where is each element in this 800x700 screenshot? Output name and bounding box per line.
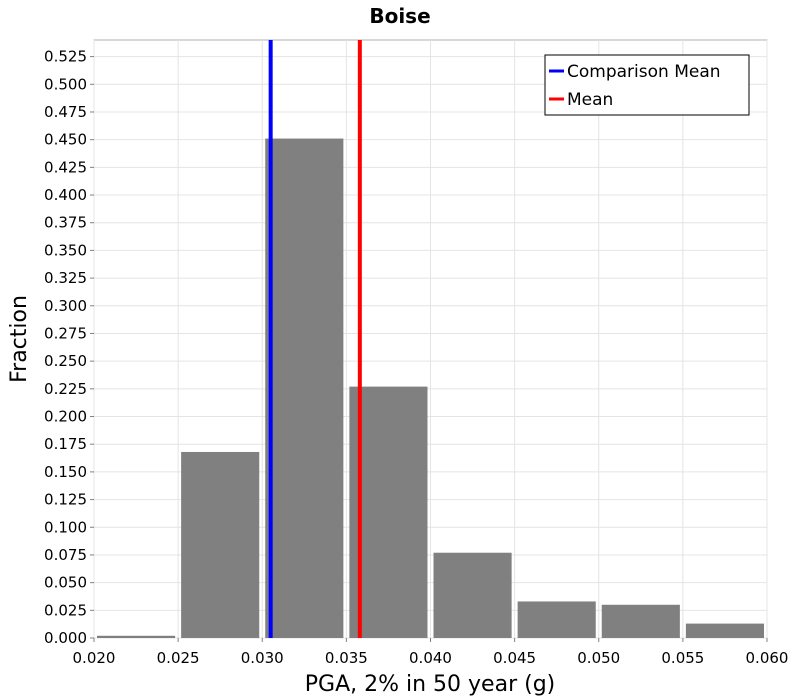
- bar-6: [601, 604, 680, 638]
- x-tick-label-2: 0.030: [241, 649, 284, 667]
- bar-3: [349, 386, 428, 638]
- y-tick-label-20: 0.500: [44, 75, 87, 93]
- x-tick-label-1: 0.025: [157, 649, 200, 667]
- y-tick-label-8: 0.200: [44, 408, 87, 426]
- x-tick-label-0: 0.020: [73, 649, 116, 667]
- histogram-bars: [97, 138, 764, 638]
- y-tick-label-5: 0.125: [44, 491, 87, 509]
- y-tick-label-1: 0.025: [44, 601, 87, 619]
- y-tick-label-13: 0.325: [44, 269, 87, 287]
- bar-0: [97, 635, 176, 638]
- legend-label-comparison-mean: Comparison Mean: [567, 62, 721, 82]
- y-tick-label-12: 0.300: [44, 297, 87, 315]
- y-tick-label-15: 0.375: [44, 214, 87, 232]
- y-tick-label-0: 0.000: [44, 629, 87, 647]
- y-tick-label-10: 0.250: [44, 352, 87, 370]
- bar-7: [685, 623, 764, 638]
- chart-title: Boise: [369, 4, 430, 28]
- bar-5: [517, 601, 596, 638]
- x-axis-label: PGA, 2% in 50 year (g): [305, 672, 556, 697]
- x-tick-label-7: 0.055: [661, 649, 704, 667]
- mean-lines: [268, 40, 362, 638]
- bar-2: [265, 138, 344, 638]
- y-tick-label-7: 0.175: [44, 435, 87, 453]
- x-axis: 0.020 0.025 0.030 0.035 0.040 0.045 0.050 0.055…: [73, 638, 789, 667]
- y-axis: 0.000 0.025 0.050 0.075 0.100 0.125 0.150 0.175…: [44, 48, 94, 647]
- bar-4: [433, 552, 512, 638]
- y-tick-label-3: 0.075: [44, 546, 87, 564]
- y-axis-label: Fraction: [7, 295, 32, 383]
- y-tick-label-11: 0.275: [44, 324, 87, 342]
- y-tick-label-21: 0.525: [44, 48, 87, 66]
- y-tick-label-4: 0.100: [44, 518, 87, 536]
- y-tick-label-16: 0.400: [44, 186, 87, 204]
- x-tick-label-5: 0.045: [493, 649, 536, 667]
- y-tick-label-6: 0.150: [44, 463, 87, 481]
- x-tick-label-4: 0.040: [409, 649, 452, 667]
- y-tick-label-18: 0.450: [44, 131, 87, 149]
- y-tick-label-9: 0.225: [44, 380, 87, 398]
- x-tick-label-3: 0.035: [325, 649, 368, 667]
- y-tick-label-2: 0.050: [44, 574, 87, 592]
- legend-box: [544, 54, 750, 116]
- x-tick-label-8: 0.060: [746, 649, 789, 667]
- y-tick-label-19: 0.475: [44, 103, 87, 121]
- legend: Comparison Mean Mean: [544, 54, 750, 116]
- legend-label-mean: Mean: [567, 90, 613, 110]
- y-tick-label-14: 0.350: [44, 241, 87, 259]
- bar-1: [181, 451, 260, 638]
- x-tick-label-6: 0.050: [577, 649, 620, 667]
- y-tick-label-17: 0.425: [44, 158, 87, 176]
